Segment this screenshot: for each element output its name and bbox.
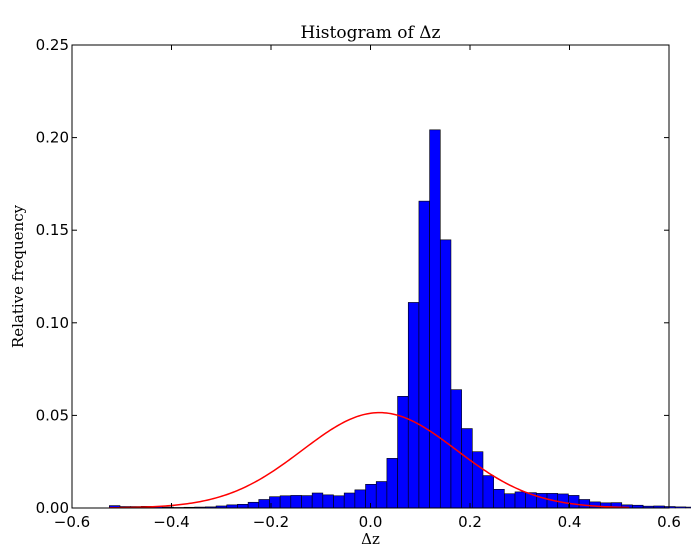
histogram-bar [311, 492, 324, 509]
histogram-bar [450, 389, 462, 509]
histogram-bar [301, 495, 313, 509]
histogram-bar [343, 492, 356, 509]
histogram-bar [237, 503, 249, 509]
histogram-bar [386, 458, 398, 509]
histogram-bar [674, 506, 687, 509]
x-tick-label: −0.6 [54, 513, 90, 531]
y-tick-label: 0.10 [36, 314, 69, 332]
histogram-bar [514, 491, 526, 509]
axis-ticks [71, 44, 670, 509]
histogram-bar [685, 506, 691, 509]
x-tick-label: 0.2 [458, 513, 482, 531]
histogram-bar [472, 451, 484, 509]
x-tick-label: −0.2 [253, 513, 289, 531]
histogram-bar [536, 493, 548, 509]
x-tick-label: 0.6 [657, 513, 681, 531]
histogram-bars [109, 129, 691, 509]
x-tick-label: −0.4 [153, 513, 189, 531]
histogram-bar [258, 499, 270, 509]
y-tick-labels: 0.00 0.05 0.10 0.15 0.20 0.25 [36, 36, 69, 517]
histogram-bar [290, 495, 302, 509]
chart-title: Histogram of Δz [301, 23, 441, 43]
histogram-bar [578, 499, 591, 509]
fit-curve [109, 411, 630, 509]
histogram-bar [247, 501, 260, 509]
y-tick-label: 0.20 [36, 129, 69, 147]
histogram-bar [504, 493, 516, 509]
histogram-bar [429, 129, 441, 509]
histogram-bar [439, 239, 452, 509]
histogram-bar [482, 475, 494, 509]
y-tick-label: 0.00 [36, 499, 69, 517]
y-tick-label: 0.25 [36, 36, 69, 54]
histogram-bar [461, 428, 473, 509]
histogram-bar [279, 495, 292, 509]
y-tick-label: 0.15 [36, 221, 69, 239]
y-tick-label: 0.05 [36, 406, 69, 424]
histogram-bar [322, 494, 334, 509]
x-tick-label: 0.0 [359, 513, 383, 531]
histogram-bar [333, 495, 345, 509]
x-tick-label: 0.4 [558, 513, 582, 531]
histogram-bar [493, 488, 505, 509]
x-tick-labels: −0.6 −0.4 −0.2 0.0 0.2 0.4 0.6 [54, 513, 681, 531]
histogram-bar [375, 481, 388, 509]
x-axis-label: Δz [361, 530, 380, 548]
histogram-bar [418, 200, 430, 509]
histogram-bar [407, 302, 420, 509]
plot-frame [71, 44, 670, 509]
histogram-bar [354, 489, 366, 509]
histogram-bar [397, 396, 409, 509]
y-axis-label: Relative frequency [9, 204, 27, 348]
